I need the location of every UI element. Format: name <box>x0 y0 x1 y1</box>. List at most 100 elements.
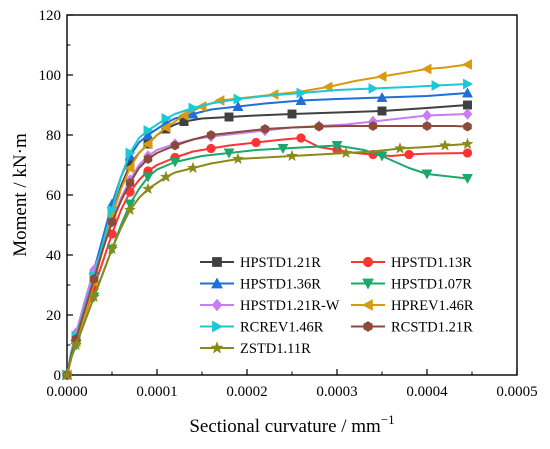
data-point-rcstd1-21r <box>260 124 270 134</box>
series-group <box>60 59 474 381</box>
data-point-rcrev1-46r <box>368 83 379 94</box>
data-point-hpstd1-07r <box>462 174 473 185</box>
data-point-rcrev1-46r <box>161 113 172 124</box>
data-point-rcrev1-46r <box>188 102 199 114</box>
data-point-hpstd1-21r <box>287 109 297 119</box>
data-point-zstd1-11r <box>159 170 173 183</box>
legend-label: RCREV1.46R <box>240 320 324 336</box>
data-point-rcstd1-21r <box>206 130 216 140</box>
legend-marker <box>363 321 373 332</box>
y-tick-label: 60 <box>46 188 61 204</box>
legend-marker <box>211 298 223 312</box>
y-tick-label: 0 <box>54 368 62 384</box>
series-hpstd1-21r <box>62 100 472 380</box>
data-point-zstd1-11r <box>393 142 407 154</box>
legend-item-rcstd1-21r: RCSTD1.21R <box>351 320 473 336</box>
data-point-zstd1-11r <box>231 152 245 165</box>
data-point-hpstd1-13r <box>206 143 216 154</box>
data-point-hpstd1-07r <box>142 172 154 183</box>
legend-marker <box>211 277 223 289</box>
data-point-hpstd1-07r <box>223 148 235 159</box>
legend-marker <box>361 299 373 311</box>
data-point-hpstd1-07r <box>421 169 433 180</box>
data-point-hpstd1-36r <box>462 87 473 98</box>
data-point-rcstd1-21r <box>170 140 180 151</box>
legend-item-hpstd1-21r-w: HPSTD1.21R-W <box>200 298 340 314</box>
data-point-rcrev1-46r <box>296 87 307 99</box>
legend-label: HPSTD1.36R <box>240 277 321 293</box>
data-point-rcstd1-21r <box>143 154 153 164</box>
legend-item-hprev1-46r: HPREV1.46R <box>351 298 474 314</box>
legend-label: HPSTD1.21R-W <box>240 298 340 314</box>
data-point-hpstd1-36r <box>295 94 307 105</box>
data-point-hpstd1-21r-w <box>422 109 432 122</box>
axes-group: 0.0000 0.0001 0.0002 0.0003 0.0004 0.0005 0 20 4… <box>10 8 538 437</box>
data-point-hpstd1-07r <box>376 151 388 162</box>
data-point-hpstd1-36r <box>376 91 388 102</box>
legend-item-hpstd1-36r: HPSTD1.36R <box>200 277 321 293</box>
legend-label: HPSTD1.21R <box>240 255 321 271</box>
legend-item-rcrev1-46r: RCREV1.46R <box>200 320 324 336</box>
data-point-zstd1-11r <box>87 290 101 303</box>
legend: HPSTD1.21R HPSTD1.13R HPSTD1.36R HPSTD1.07R… <box>200 255 474 357</box>
data-point-hpstd1-13r <box>251 137 261 148</box>
data-point-rcrev1-46r <box>463 78 474 90</box>
series-zstd1-11r <box>60 137 474 381</box>
data-point-zstd1-11r <box>141 182 155 195</box>
legend-label: HPSTD1.07R <box>391 277 472 293</box>
data-point-hpstd1-21r <box>463 100 472 110</box>
y-tick-label: 120 <box>39 8 62 24</box>
data-point-zstd1-11r <box>123 203 137 216</box>
data-point-hpstd1-36r <box>232 100 244 111</box>
data-point-rcrev1-46r <box>143 125 154 136</box>
legend-marker <box>212 320 224 333</box>
data-point-hpstd1-13r <box>296 133 306 143</box>
data-point-rcrev1-46r <box>431 80 442 91</box>
data-point-hprev1-46r <box>214 95 225 106</box>
x-axis-title: Sectional curvature / mm−1 <box>189 412 394 437</box>
data-point-zstd1-11r <box>461 137 474 150</box>
data-point-hpstd1-21r <box>224 112 234 122</box>
data-point-hpstd1-13r <box>404 149 414 160</box>
data-point-hprev1-46r <box>160 122 171 133</box>
data-point-rcstd1-21r <box>368 121 378 131</box>
legend-marker <box>362 256 374 268</box>
y-tick-label: 100 <box>39 68 62 84</box>
data-point-rcrev1-46r <box>233 93 244 105</box>
data-point-hprev1-46r <box>142 138 153 150</box>
legend-item-hpstd1-13r: HPSTD1.13R <box>351 255 472 271</box>
data-point-zstd1-11r <box>339 146 353 159</box>
x-tick-label: 0.0001 <box>136 384 177 400</box>
data-point-hpstd1-21r <box>377 106 387 116</box>
legend-label: HPREV1.46R <box>391 298 474 314</box>
x-tick-label: 0.0003 <box>316 384 357 400</box>
data-point-hpstd1-07r <box>277 144 289 155</box>
legend-label: ZSTD1.11R <box>240 341 311 357</box>
data-point-hprev1-46r <box>124 162 135 174</box>
data-point-hpstd1-21r-w <box>462 108 473 120</box>
data-point-rcrev1-46r <box>125 147 136 159</box>
data-point-zstd1-11r <box>285 149 299 162</box>
series-line-zstd1-11r <box>66 143 468 376</box>
y-tick-label: 80 <box>46 128 61 144</box>
data-point-rcstd1-21r <box>422 121 432 131</box>
y-axis-title: Moment / kN·m <box>10 133 31 257</box>
data-point-rcstd1-21r <box>125 178 135 188</box>
data-point-zstd1-11r <box>60 368 74 381</box>
data-point-rcrev1-46r <box>107 204 118 216</box>
data-point-hpstd1-36r <box>187 108 199 119</box>
data-point-hpstd1-07r <box>331 141 343 152</box>
data-point-hprev1-46r <box>178 110 189 121</box>
legend-label: HPSTD1.13R <box>391 255 472 271</box>
data-point-hprev1-46r <box>421 63 432 75</box>
data-point-zstd1-11r <box>69 338 83 351</box>
data-point-zstd1-11r <box>186 161 200 174</box>
x-tick-label: 0.0002 <box>226 384 267 400</box>
x-tick-label: 0.0004 <box>406 384 448 400</box>
data-point-hpstd1-07r <box>169 157 181 168</box>
data-point-rcstd1-21r <box>107 217 117 227</box>
legend-marker <box>212 257 222 267</box>
data-point-zstd1-11r <box>438 139 452 151</box>
